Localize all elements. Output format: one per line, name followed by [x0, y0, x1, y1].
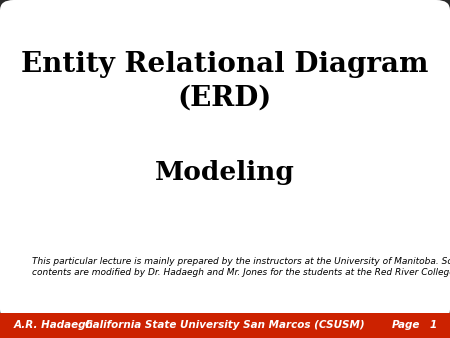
Text: This particular lecture is mainly prepared by the instructors at the University : This particular lecture is mainly prepar… — [32, 257, 450, 277]
Text: Entity Relational Diagram
(ERD): Entity Relational Diagram (ERD) — [21, 51, 429, 111]
Text: A.R. Hadaegh: A.R. Hadaegh — [14, 320, 94, 330]
Text: Page: Page — [392, 320, 420, 330]
Text: 1: 1 — [429, 320, 436, 330]
Text: Modeling: Modeling — [155, 160, 295, 185]
Text: California State University San Marcos (CSUSM): California State University San Marcos (… — [85, 320, 365, 330]
